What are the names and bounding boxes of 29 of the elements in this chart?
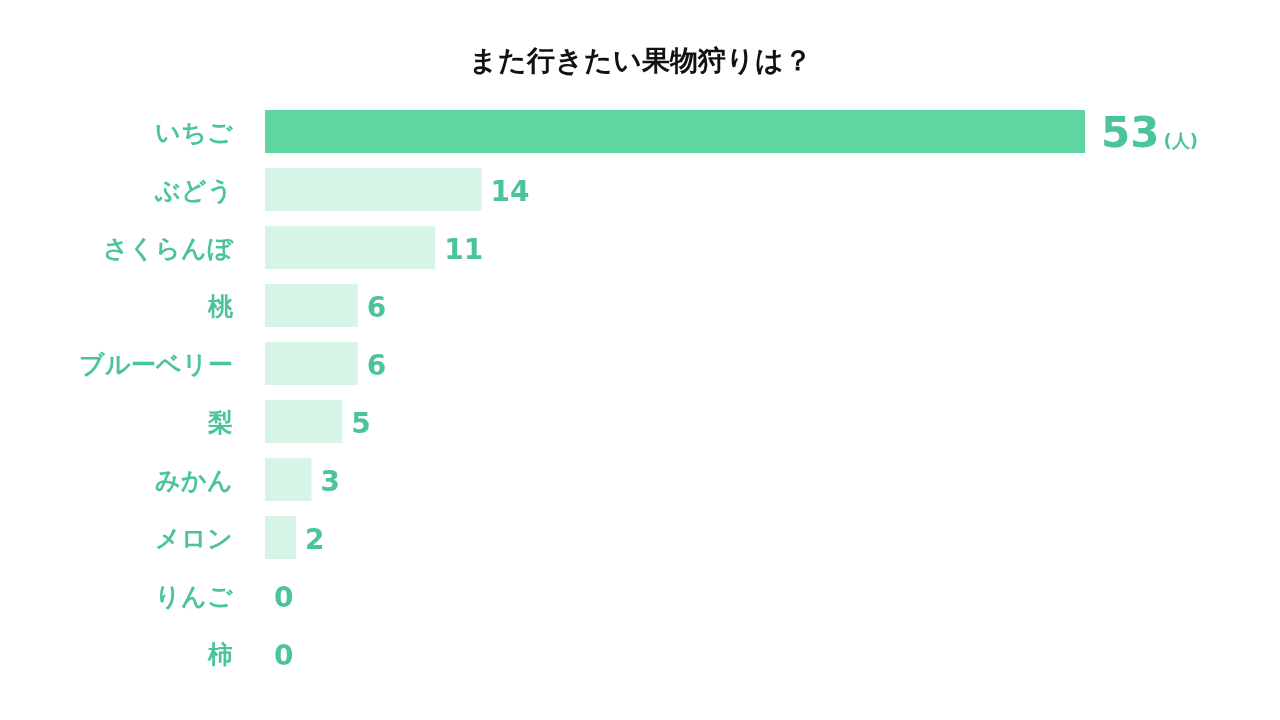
bar [265, 342, 358, 385]
y-tick-label: みかん [155, 465, 233, 495]
y-tick-label: 桃 [207, 291, 234, 321]
data-label: 2 [304, 522, 325, 556]
y-tick-label: メロン [155, 523, 233, 553]
bar [265, 516, 296, 559]
y-tick-label: ぶどう [154, 175, 233, 205]
data-label: 5 [351, 406, 371, 440]
y-tick-label: 梨 [207, 407, 233, 437]
bar [265, 284, 358, 327]
y-tick-label: いちご [155, 117, 234, 147]
bar [265, 168, 482, 211]
bar [265, 400, 343, 443]
y-tick-label: さくらんぼ [103, 233, 234, 263]
data-label: 53(人) [1101, 107, 1198, 157]
y-tick-label: 柿 [207, 639, 233, 669]
chart-title: また行きたい果物狩りは？ [468, 44, 812, 77]
bar [265, 110, 1085, 153]
y-tick-label: ブルーベリー [79, 349, 233, 379]
data-label: 3 [320, 464, 340, 498]
y-tick-label: りんご [155, 581, 234, 611]
data-label: 0 [274, 580, 294, 614]
data-label: 6 [366, 348, 387, 382]
data-label: 6 [366, 290, 387, 324]
data-label: 0 [274, 638, 294, 672]
bar [265, 226, 436, 269]
bar [265, 458, 312, 501]
data-label: 11 [444, 232, 484, 266]
data-label: 14 [490, 174, 530, 208]
